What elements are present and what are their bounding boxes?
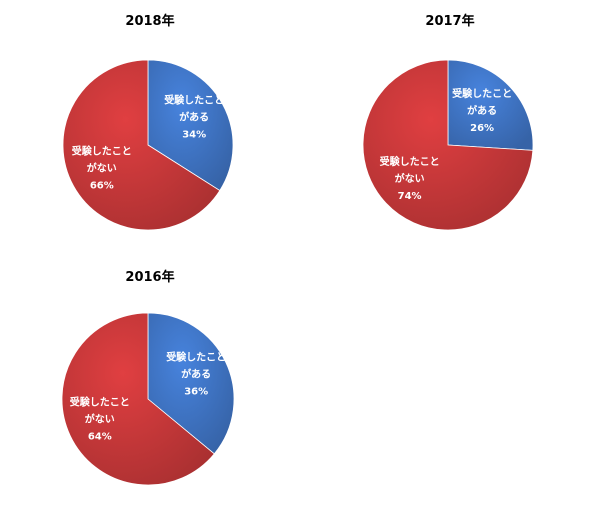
slice-label-0: 受験したことがある 34% [164, 94, 224, 141]
slice-label-0: 受験したことがある 36% [166, 350, 226, 397]
pie-slice-1 [362, 59, 534, 231]
slice-label-0: 受験したことがある 26% [452, 87, 512, 134]
pie-chart-2017: 受験したことがある 26% 受験したことがない 74% [362, 59, 534, 231]
slice-label-1: 受験したことがない 74% [380, 155, 440, 202]
chart-2018: 2018年 受験したことがある 34% 受験したことがない 66% [0, 0, 300, 256]
pie-chart-2018: 受験したことがある 34% 受験したことがない 66% [62, 59, 234, 231]
chart-2016: 2016年 受験したことがある 36% 受験したことがない 64% [0, 256, 300, 512]
pie-slice-1 [62, 59, 221, 231]
chart-title: 2017年 [425, 14, 475, 29]
pie-slice-0 [147, 59, 234, 192]
chart-title: 2018年 [125, 14, 175, 29]
chart-2017: 2017年 受験したことがある 26% 受験したことがない 74% [300, 0, 600, 256]
pie-slice-1 [61, 312, 215, 486]
slice-label-1: 受験したことがない 66% [72, 144, 132, 191]
slice-label-1: 受験したことがない 64% [70, 396, 130, 443]
pie-chart-2016: 受験したことがある 36% 受験したことがない 64% [61, 312, 235, 486]
pie-slice-0 [447, 59, 534, 151]
chart-title: 2016年 [125, 270, 175, 285]
pie-slice-0 [147, 312, 235, 455]
